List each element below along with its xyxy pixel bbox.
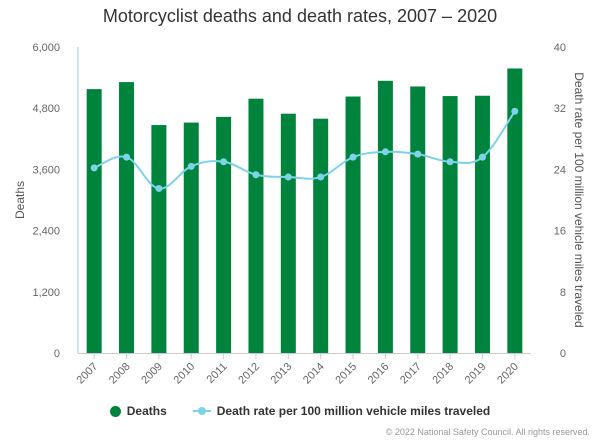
y-tick-label: 1,200 bbox=[32, 287, 60, 299]
bar-deaths-2019 bbox=[474, 95, 490, 354]
x-tick-label: 2018 bbox=[430, 361, 456, 387]
x-tick-label: 2007 bbox=[75, 361, 101, 387]
x-tick-label: 2009 bbox=[139, 361, 165, 387]
legend-item-death-rate[interactable]: Death rate per 100 million vehicle miles… bbox=[192, 404, 491, 418]
x-tick-label: 2014 bbox=[301, 361, 327, 387]
bar-deaths-2009 bbox=[151, 125, 167, 354]
x-tick-label: 2010 bbox=[172, 361, 198, 387]
point-death-rate-2015 bbox=[349, 153, 357, 161]
bar-deaths-2007 bbox=[86, 89, 102, 353]
bar-deaths-2016 bbox=[377, 80, 393, 354]
x-tick-label: 2012 bbox=[236, 361, 262, 387]
bar-deaths-2014 bbox=[313, 118, 329, 354]
y-tick-label: 4,800 bbox=[32, 103, 60, 115]
bar-deaths-2010 bbox=[183, 122, 199, 353]
legend-label-deaths: Deaths bbox=[126, 404, 167, 418]
y-axis-title: Deaths bbox=[13, 181, 27, 219]
legend-item-deaths[interactable]: Deaths bbox=[109, 404, 167, 418]
bar-deaths-2011 bbox=[216, 116, 232, 354]
copyright-credit: © 2022 National Safety Council. All righ… bbox=[385, 427, 590, 437]
bar-deaths-2012 bbox=[248, 98, 264, 354]
bar-deaths-2018 bbox=[442, 96, 458, 353]
point-death-rate-2016 bbox=[381, 148, 389, 156]
bar-deaths-2015 bbox=[345, 96, 361, 354]
chart-title: Motorcyclist deaths and death rates, 200… bbox=[102, 6, 498, 26]
point-death-rate-2017 bbox=[414, 150, 422, 158]
y2-tick-label: 40 bbox=[554, 42, 566, 54]
legend-marker-deaths bbox=[109, 405, 121, 417]
bar-deaths-2008 bbox=[119, 82, 135, 353]
point-death-rate-2008 bbox=[123, 153, 131, 161]
point-death-rate-2011 bbox=[220, 158, 228, 166]
point-death-rate-2010 bbox=[187, 162, 195, 170]
point-death-rate-2020 bbox=[511, 107, 519, 115]
legend-label-death-rate: Death rate per 100 million vehicle miles… bbox=[216, 404, 491, 418]
point-death-rate-2018 bbox=[446, 158, 454, 166]
y-tick-label: 0 bbox=[54, 348, 60, 360]
y2-axis-title: Death rate per 100 million vehicle miles… bbox=[572, 72, 586, 327]
point-death-rate-2013 bbox=[284, 173, 292, 181]
y2-tick-label: 24 bbox=[554, 164, 566, 176]
x-tick-label: 2015 bbox=[333, 361, 359, 387]
legend-marker-death-rate bbox=[192, 406, 211, 417]
y-tick-label: 2,400 bbox=[32, 226, 60, 238]
x-tick-label: 2013 bbox=[269, 361, 295, 387]
x-tick-label: 2008 bbox=[107, 361, 133, 387]
x-tick-label: 2017 bbox=[398, 361, 424, 387]
legend: Deaths Death rate per 100 million vehicl… bbox=[0, 404, 600, 418]
y2-tick-label: 16 bbox=[554, 226, 566, 238]
x-tick-label: 2019 bbox=[463, 361, 489, 387]
point-death-rate-2012 bbox=[252, 171, 260, 179]
y-tick-label: 3,600 bbox=[32, 164, 60, 176]
y2-tick-label: 32 bbox=[554, 103, 566, 115]
point-death-rate-2009 bbox=[155, 185, 163, 193]
point-death-rate-2014 bbox=[317, 173, 325, 181]
y2-tick-label: 8 bbox=[560, 287, 566, 299]
x-tick-label: 2016 bbox=[366, 361, 392, 387]
y2-tick-label: 0 bbox=[560, 348, 566, 360]
y-tick-label: 6,000 bbox=[32, 42, 60, 54]
point-death-rate-2007 bbox=[90, 164, 98, 172]
x-tick-label: 2011 bbox=[205, 361, 230, 386]
x-tick-label: 2020 bbox=[495, 361, 521, 387]
bar-deaths-2017 bbox=[410, 86, 426, 353]
bar-deaths-2020 bbox=[507, 68, 523, 353]
point-death-rate-2019 bbox=[478, 153, 486, 161]
bar-deaths-2013 bbox=[280, 113, 296, 353]
